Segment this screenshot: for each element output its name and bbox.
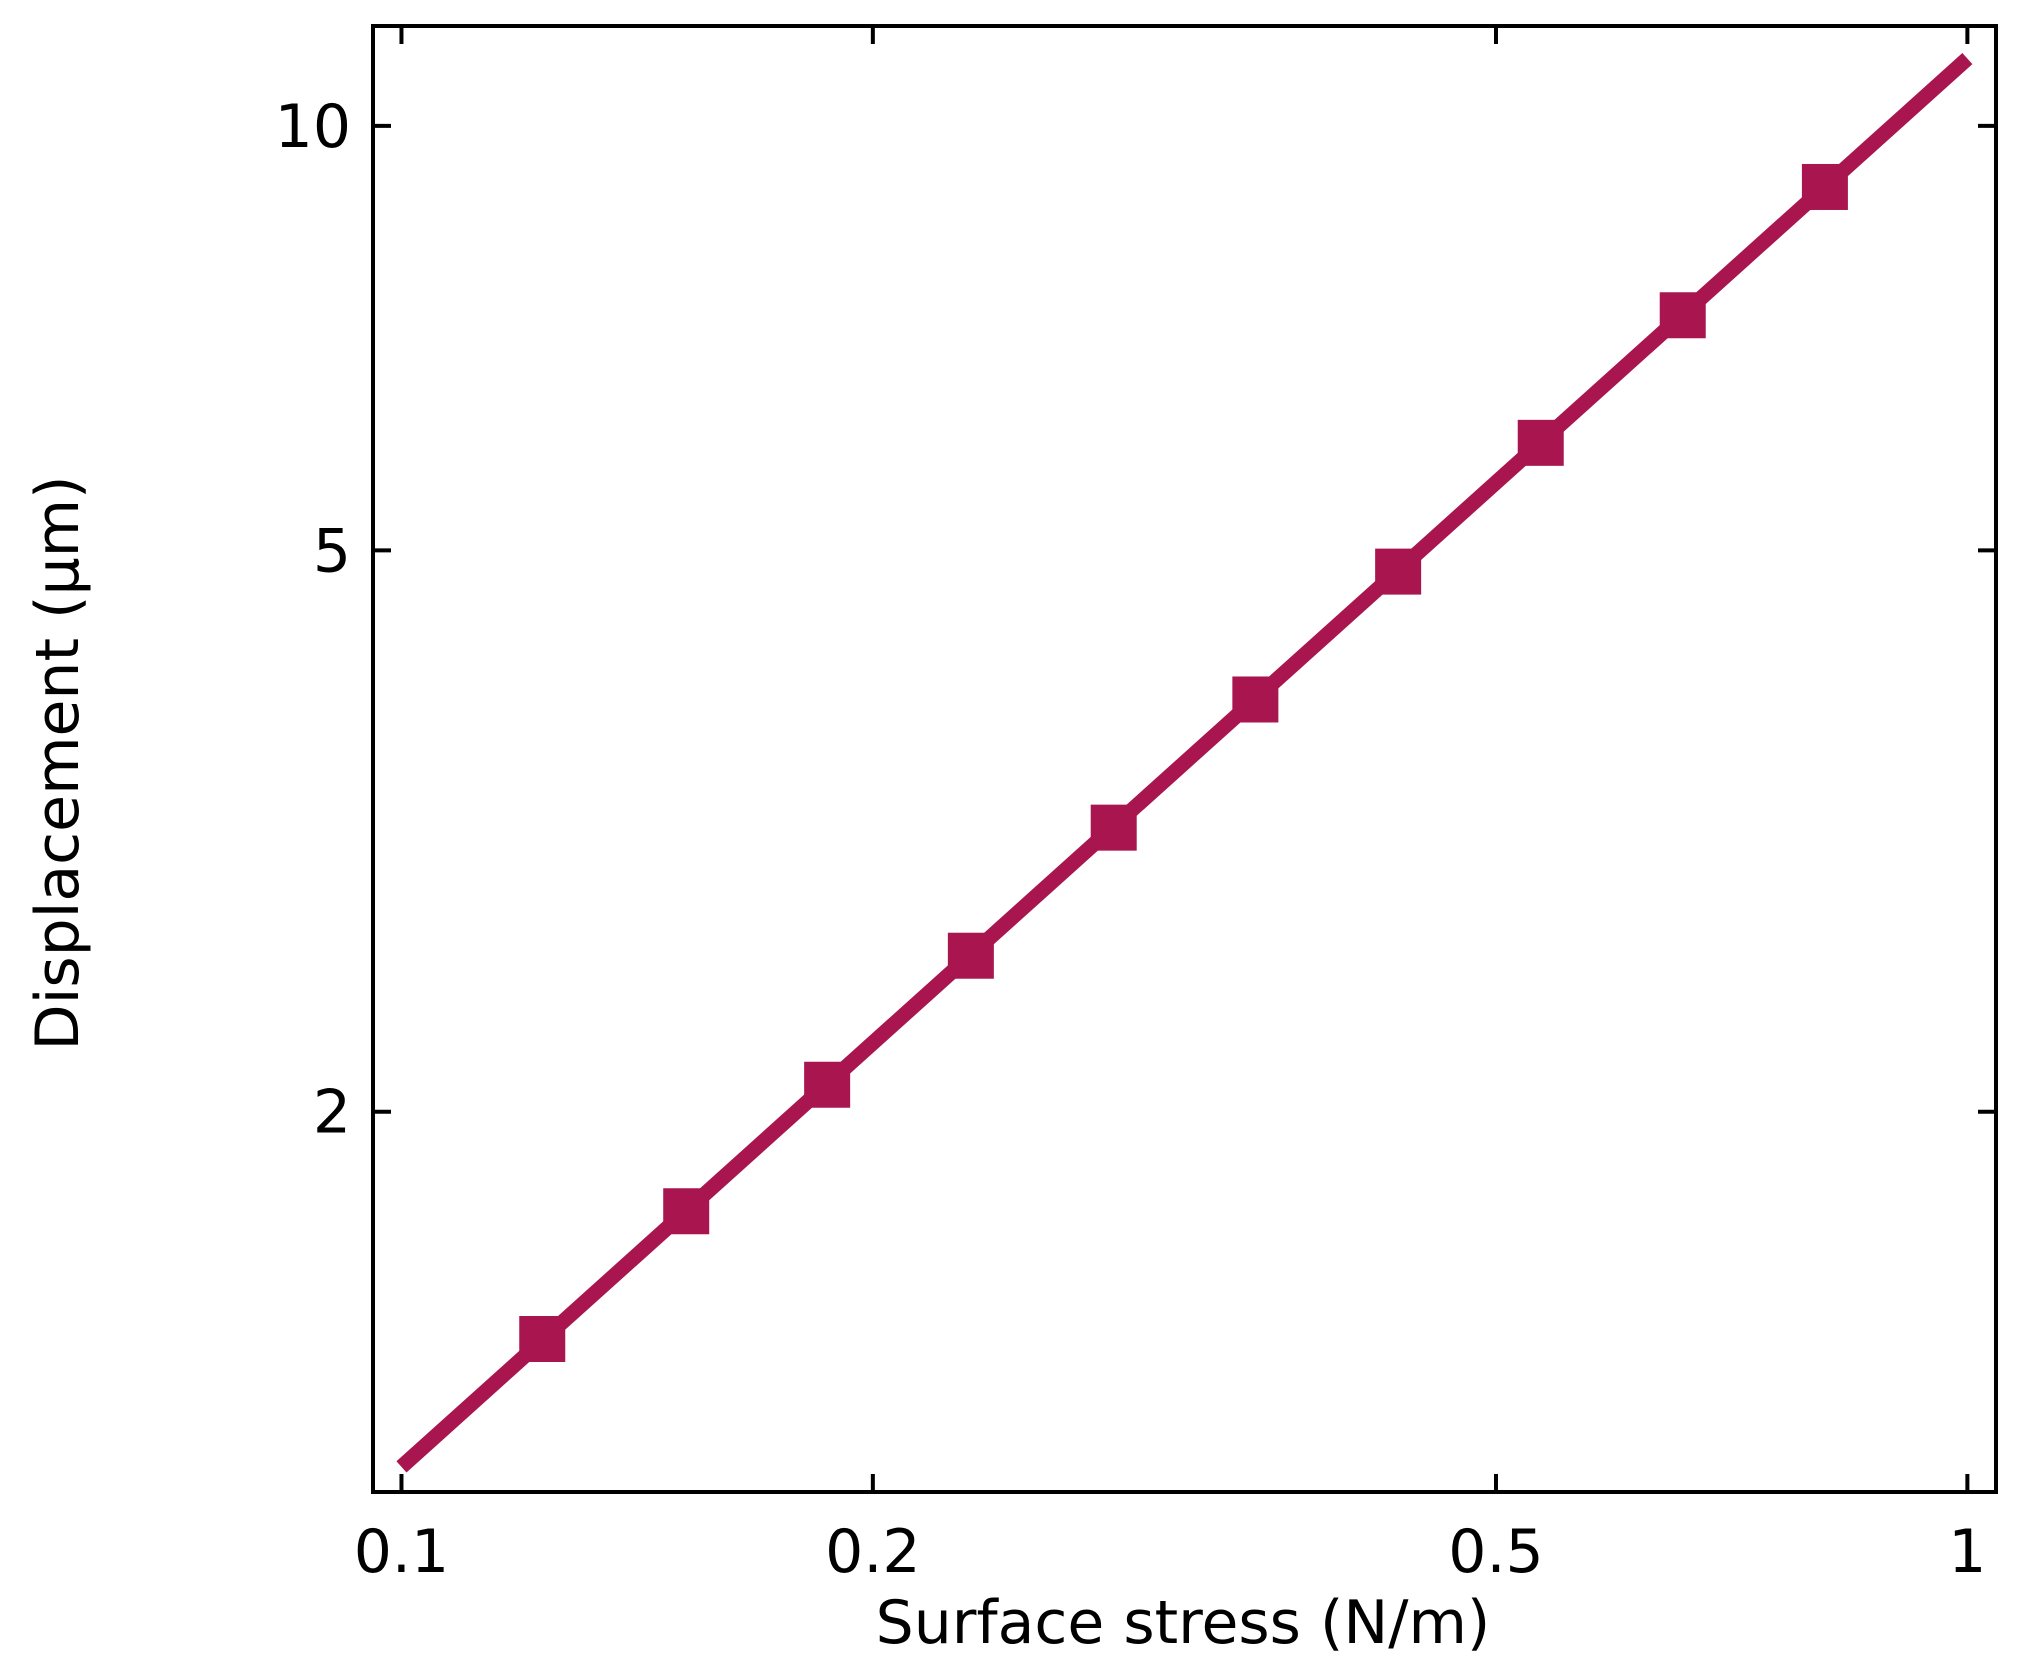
marker bbox=[947, 932, 994, 979]
x-tick-label: 0.2 bbox=[825, 1517, 920, 1587]
plot-frame bbox=[371, 24, 1998, 1494]
y-tick-label: 2 bbox=[313, 1078, 351, 1148]
marker bbox=[1232, 676, 1279, 723]
line bbox=[396, 53, 1973, 1473]
marker bbox=[519, 1316, 566, 1363]
marker bbox=[1659, 292, 1706, 339]
marker bbox=[1090, 804, 1137, 851]
x-tick-label: 1 bbox=[1948, 1517, 1986, 1587]
x-tick-label: 0.1 bbox=[354, 1517, 449, 1587]
y-tick-label: 5 bbox=[313, 516, 351, 586]
y-axis-label: Displacement (μm) bbox=[23, 476, 93, 1051]
marker bbox=[804, 1061, 851, 1108]
y-tick-label: 10 bbox=[275, 92, 351, 162]
marker bbox=[1375, 548, 1422, 595]
marker bbox=[663, 1188, 710, 1235]
marker bbox=[1801, 163, 1848, 210]
x-tick-label: 0.5 bbox=[1448, 1517, 1543, 1587]
x-axis-label: Surface stress (N/m) bbox=[876, 1588, 1491, 1658]
marker bbox=[1517, 419, 1564, 466]
